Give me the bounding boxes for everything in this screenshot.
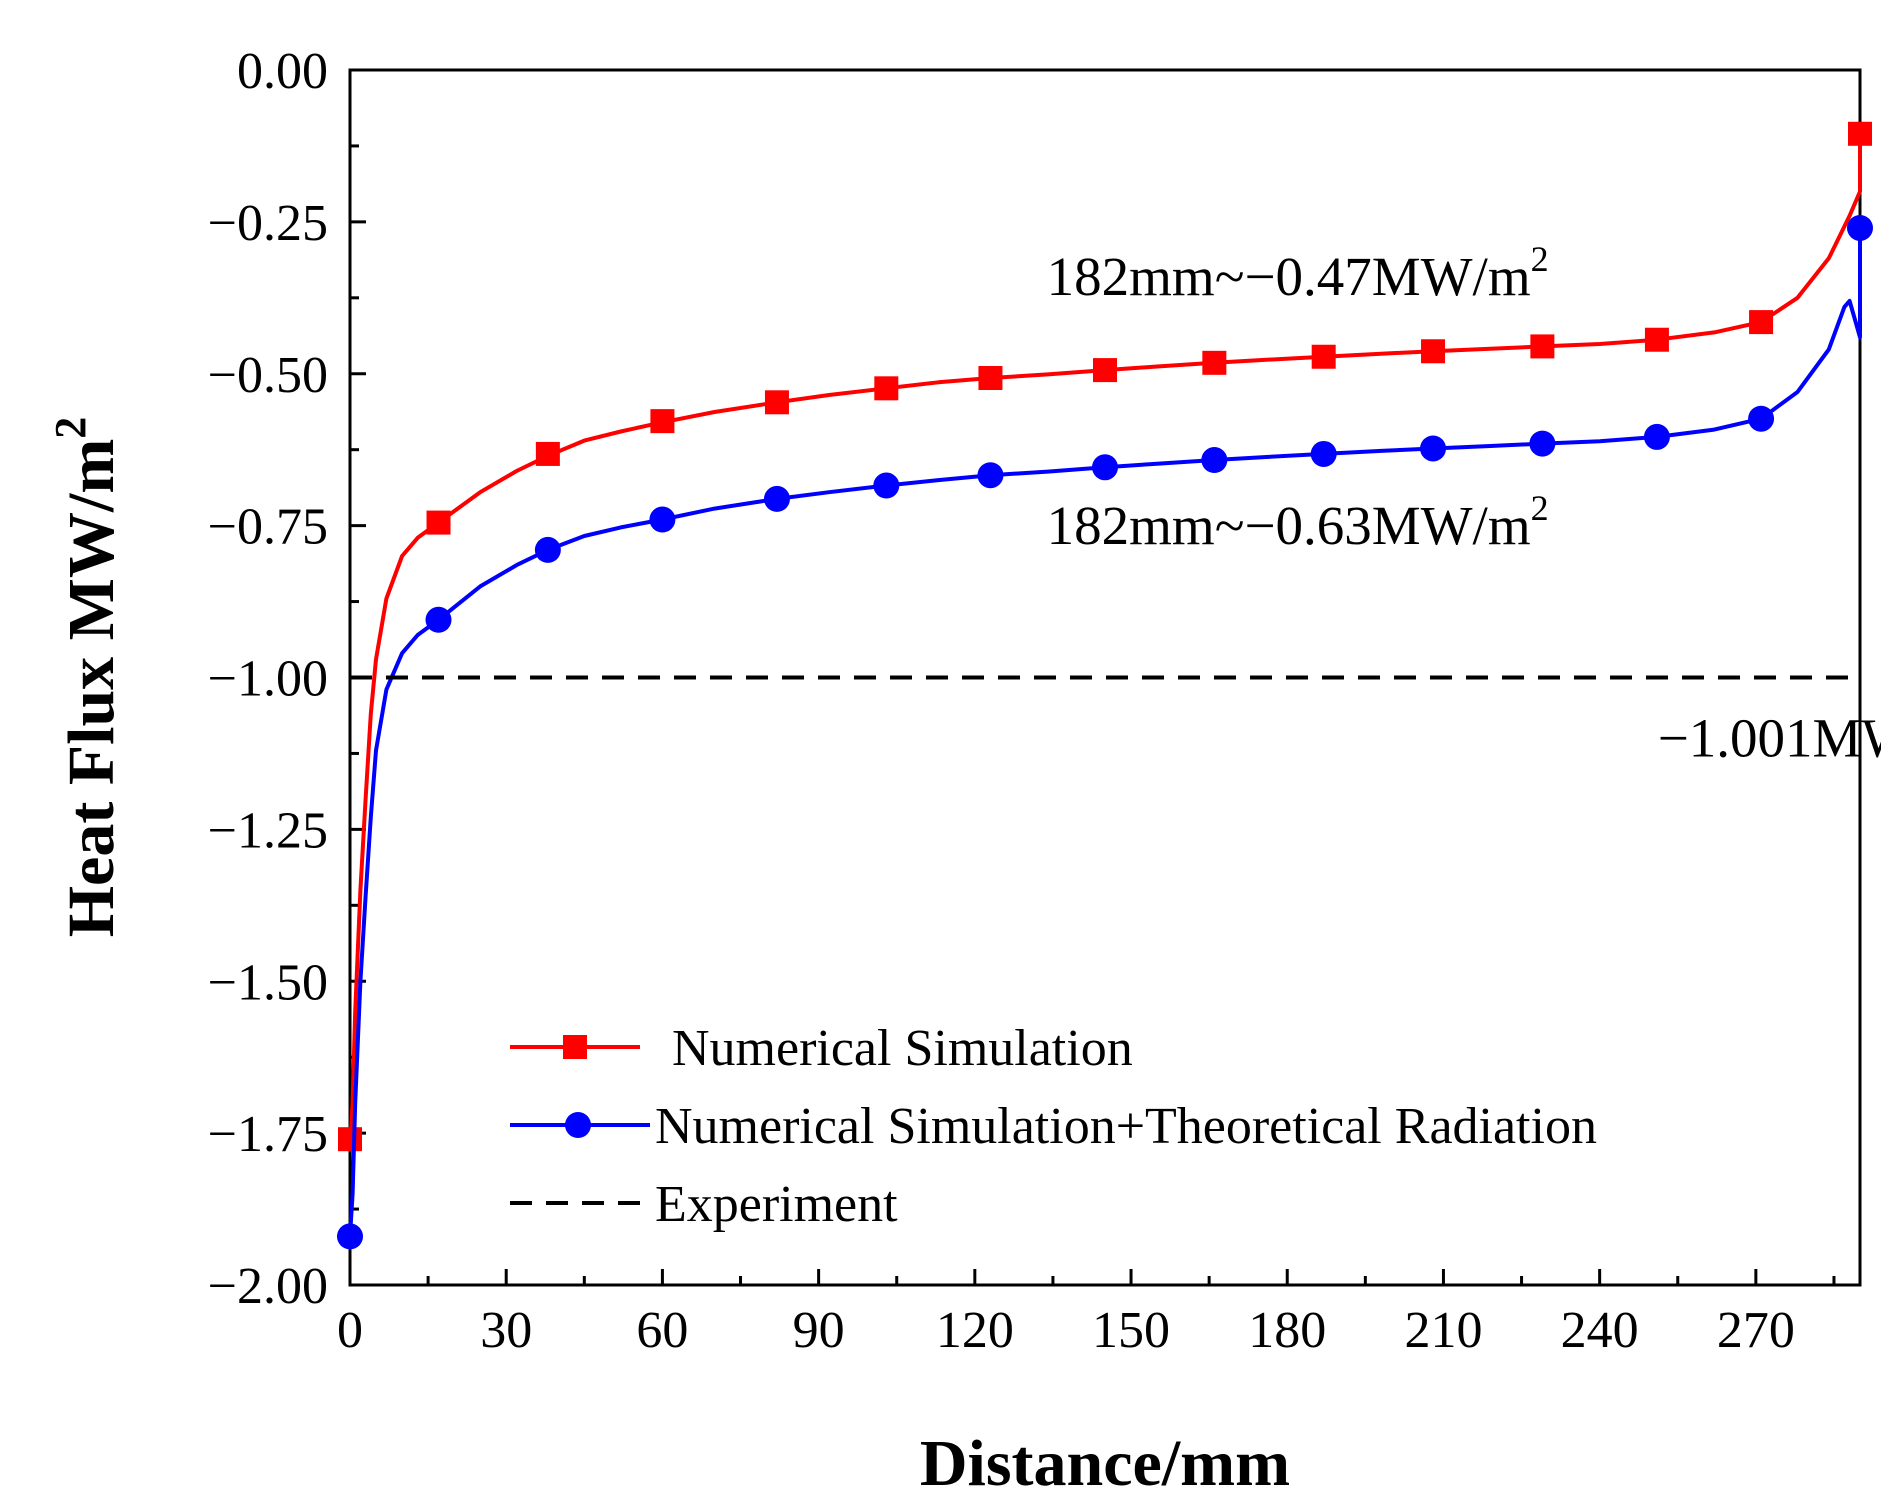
x-tick-label: 90	[793, 1302, 845, 1359]
x-tick-label: 0	[337, 1302, 363, 1359]
x-tick-label: 240	[1561, 1302, 1639, 1359]
data-point-circle	[337, 1223, 363, 1250]
y-tick-label: 0.00	[237, 43, 328, 100]
x-tick-label: 120	[936, 1302, 1014, 1359]
annotation-red-text: 182mm~−0.47MW/m	[1047, 246, 1531, 307]
annotation-blue-superscript: 2	[1531, 488, 1549, 528]
legend-label-numerical-simulation-radiation: Numerical Simulation+Theoretical Radiati…	[655, 1098, 1597, 1155]
data-point-square	[535, 441, 560, 466]
data-point-square	[1202, 350, 1227, 375]
data-point-circle	[1643, 423, 1670, 450]
data-point-square	[1093, 358, 1117, 383]
data-point-circle	[1420, 435, 1447, 462]
y-tick-label: −0.75	[208, 499, 328, 556]
y-tick-label: −0.50	[208, 347, 328, 404]
x-tick-label: 270	[1717, 1302, 1795, 1359]
y-axis-ticks: 0.00 −0.25 −0.50 −0.75 −1.00 −1.25 −1.50 −1.75 −…	[208, 43, 366, 1315]
x-tick-label: 180	[1248, 1302, 1326, 1359]
x-tick-label: 210	[1404, 1302, 1482, 1359]
annotation-blue-text: 182mm~−0.63MW/m	[1047, 495, 1531, 556]
annotation-red: 182mm~−0.47MW/m2	[1047, 239, 1549, 307]
y-tick-label: −1.50	[208, 954, 328, 1011]
data-point-circle	[977, 462, 1004, 489]
annotation-exp: −1.001MW/m2	[1658, 700, 1881, 768]
y-tick-label: −1.00	[208, 651, 328, 708]
legend-label-experiment: Experiment	[655, 1176, 898, 1233]
y-tick-label: −2.00	[208, 1258, 328, 1315]
data-point-circle	[649, 506, 676, 533]
x-tick-label: 30	[480, 1302, 532, 1359]
y-axis-title-superscript: 2	[46, 417, 95, 439]
y-tick-label: −1.25	[208, 802, 328, 859]
data-point-circle	[1529, 430, 1556, 457]
data-point-square	[1644, 327, 1669, 352]
data-point-circle	[763, 485, 790, 512]
annotation-red-superscript: 2	[1531, 239, 1549, 279]
y-axis-title-main: Heat Flux MW/m	[55, 439, 128, 938]
legend: Numerical Simulation Numerical Simulatio…	[510, 1020, 1597, 1233]
data-point-circle	[1748, 405, 1775, 432]
legend-label-numerical-simulation: Numerical Simulation	[672, 1020, 1133, 1077]
annotation-layer: 182mm~−0.47MW/m2182mm~−0.63MW/m2−1.001MW…	[1047, 239, 1881, 769]
x-tick-label: 150	[1092, 1302, 1170, 1359]
data-point-square	[650, 409, 675, 434]
legend-item-experiment: Experiment	[510, 1176, 898, 1233]
data-point-circle	[1847, 214, 1873, 241]
data-point-square	[978, 366, 1003, 391]
data-point-square	[338, 1127, 362, 1152]
x-tick-label: 60	[636, 1302, 688, 1359]
data-point-square	[1848, 121, 1872, 146]
data-point-square	[1421, 339, 1446, 364]
annotation-exp-text: −1.001MW/m	[1658, 707, 1881, 768]
legend-item-numerical-simulation-radiation: Numerical Simulation+Theoretical Radiati…	[510, 1098, 1597, 1155]
y-tick-label: −1.75	[208, 1106, 328, 1163]
series-layer	[337, 121, 1873, 1250]
legend-marker-square	[563, 1035, 587, 1059]
data-point-circle	[873, 472, 900, 499]
data-point-square	[764, 390, 789, 415]
data-point-circle	[425, 606, 452, 633]
data-point-circle	[534, 536, 561, 563]
data-point-square	[1530, 334, 1555, 359]
data-point-circle	[1092, 454, 1118, 481]
legend-item-numerical-simulation: Numerical Simulation	[510, 1020, 1133, 1077]
y-tick-label: −0.25	[208, 195, 328, 252]
data-point-square	[1311, 344, 1336, 369]
annotation-blue: 182mm~−0.63MW/m2	[1047, 488, 1549, 556]
data-point-square	[1749, 310, 1774, 335]
data-point-square	[426, 510, 451, 535]
y-axis-title: Heat Flux MW/m2	[46, 417, 128, 938]
data-point-square	[874, 376, 899, 401]
legend-marker-circle	[565, 1112, 591, 1138]
data-point-circle	[1310, 440, 1337, 467]
x-axis-title: Distance/mm	[920, 1427, 1290, 1500]
x-axis-ticks: 0 30 60 90 120 150 180 210 240 270	[337, 1269, 1836, 1359]
data-point-circle	[1201, 447, 1228, 474]
